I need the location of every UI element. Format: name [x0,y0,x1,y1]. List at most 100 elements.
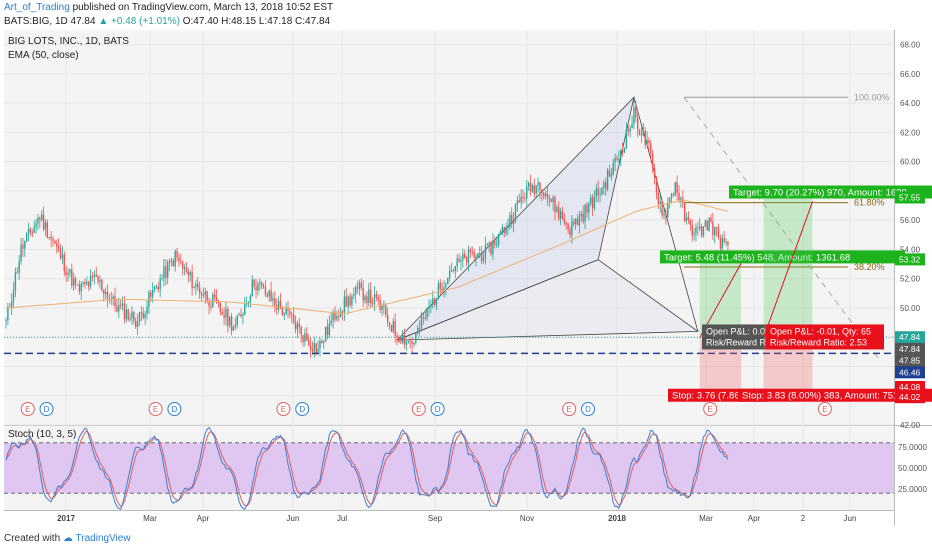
candle-body [14,272,17,291]
candle-body [426,307,428,319]
candle-body [456,258,458,267]
candle-body [268,290,270,297]
pnl-box-bg [702,324,772,350]
candle-body [10,301,13,308]
fibonacci-retracement[interactable]: 100.00% 61.80% 38.20% [683,92,890,359]
event-label: E [153,405,158,414]
candle-body [253,279,255,288]
candle-body [61,254,64,259]
candle-body [687,217,690,220]
candle-body [704,220,707,227]
candle-body [450,270,453,272]
legend-ema: EMA (50, close) [8,50,79,61]
author-link[interactable]: Art_of_Trading [4,2,70,13]
candle-body [458,258,460,262]
candle-body [163,266,165,278]
price-tick-label: 66.00 [900,70,921,79]
candle-body [347,296,349,307]
candle-body [437,283,440,299]
candle-body [31,232,34,234]
candle-body [247,301,250,304]
candle-body [473,252,475,258]
candle-body [133,311,135,322]
pnl-label: Open P&L: 0.00, Q [706,326,782,336]
candle-body [76,284,79,286]
candle-body [277,300,280,310]
stoch-k-line [5,426,729,510]
candle-body [213,294,216,298]
candle-body [667,203,669,218]
candle-body [255,287,257,291]
candle-body [441,289,443,292]
candle-body [366,296,368,303]
candle-body [717,227,720,238]
axis-price-label: 47.85 [899,356,921,366]
candle-body [548,196,551,199]
candle-body [223,314,225,318]
candle-body [672,194,675,196]
candle-body [537,182,539,186]
candle-body [501,227,504,232]
dividend-icon [39,402,54,416]
candle-body [377,296,379,300]
candle-body [200,293,203,296]
candle-body [556,207,558,212]
candle-body [161,277,163,279]
axis-price-label: 44.08 [899,382,921,392]
stoch-tick-label: 25.0000 [898,485,927,494]
candle-body [319,340,321,349]
candle-body [54,240,56,244]
candle-body [294,321,297,330]
target-label: Target: 9.70 (20.27%) 970, Amount: 1630 [733,188,907,199]
candle-body [257,283,259,291]
candle-body [486,244,488,246]
candle-body [401,335,404,343]
stoch-tick-label: 75.0000 [898,443,927,452]
time-tick-label: Mar [143,514,157,523]
candle-body [343,296,346,313]
candle-body [708,217,710,231]
candle-body [323,341,325,343]
main-pane-bg [4,30,894,425]
candle-body [97,276,99,282]
candle-body [136,321,139,327]
footer-created: Created with [4,533,61,544]
candle-body [332,311,334,321]
candle-body [182,262,184,269]
publish-info: published on TradingView.com, March 13, … [72,2,334,13]
candle-body [589,197,592,204]
candle-body [302,335,304,342]
candle-body [48,237,50,239]
candle-body [103,290,105,294]
candle-body [285,307,287,314]
long-positions[interactable]: Target: 5.48 (11.45%) 548, Amount: 1361.… [660,185,932,402]
last-price: 47.84 [70,16,96,27]
candle-body [511,215,513,224]
candle-body [629,128,631,132]
candle-body [334,311,336,320]
candle-body [526,186,528,199]
candle-body [578,216,581,226]
candle-body [16,272,18,274]
candle-body [356,287,359,289]
candle-body [153,286,156,291]
candle-body [129,318,131,320]
candle-body [112,296,114,300]
candle-body [710,217,712,222]
candle-body [522,196,524,199]
candle-body [668,197,671,204]
candle-body [20,244,22,262]
time-tick-label: Jun [844,514,857,523]
candle-body [202,295,205,297]
candle-body [74,278,77,285]
axis-price-tag [895,191,925,204]
earnings-icon [148,402,163,416]
candle-body [396,335,398,338]
footer-brand[interactable]: TradingView [75,533,131,544]
candle-body [475,256,477,258]
candle-body [392,321,394,332]
candle-body [225,308,227,318]
candle-body [636,117,639,130]
